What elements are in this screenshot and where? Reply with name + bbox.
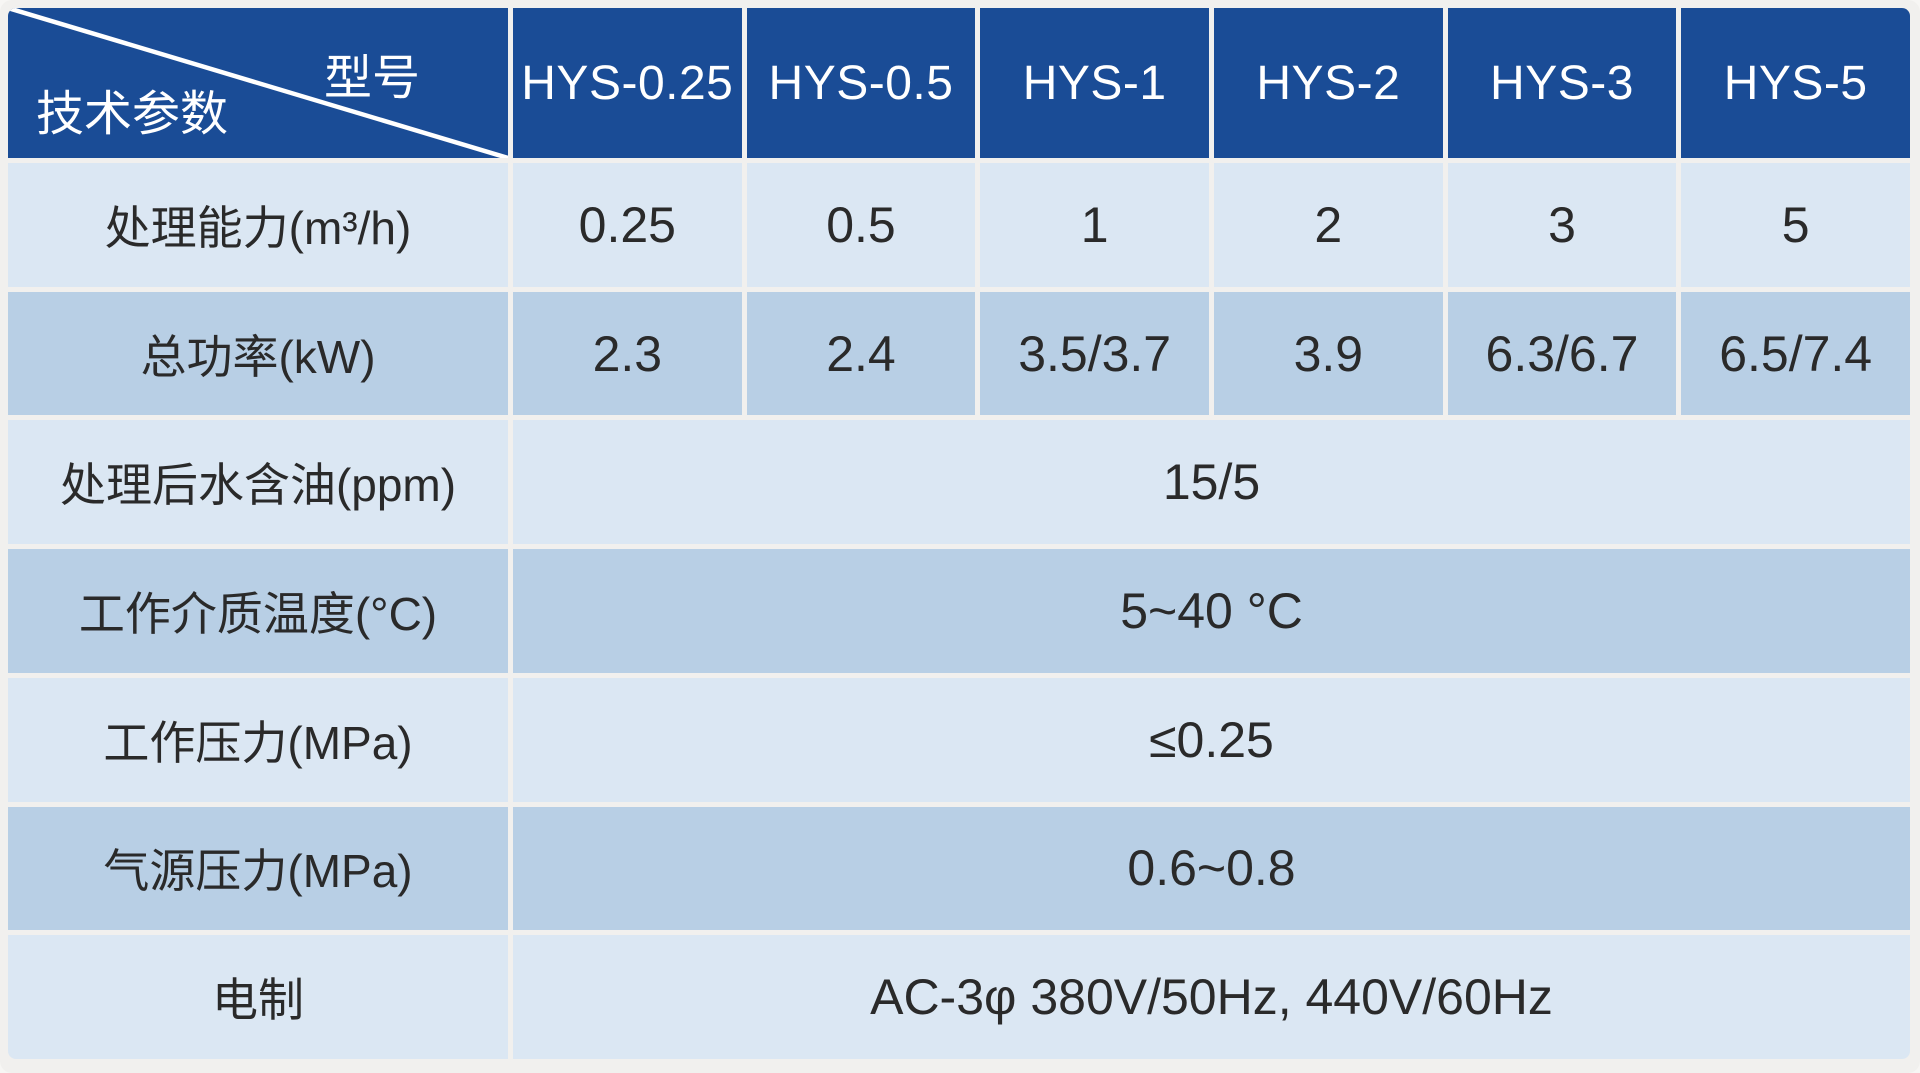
merged-value-cell: AC-3φ 380V/50Hz, 440V/60Hz: [513, 935, 1910, 1059]
merged-value-cell: 0.6~0.8: [513, 806, 1910, 931]
column-header: HYS-0.25: [513, 8, 742, 158]
row-label: 电制: [8, 935, 508, 1059]
column-header: HYS-0.5: [746, 8, 976, 158]
merged-value-cell: 5~40 °C: [513, 549, 1910, 673]
row-label: 处理能力(m³/h): [8, 163, 508, 287]
row-label: 处理后水含油(ppm): [8, 420, 508, 545]
column-header: HYS-1: [980, 8, 1209, 158]
value-cell: 2.4: [746, 291, 976, 416]
value-cell: 3: [1447, 163, 1677, 287]
column-header: HYS-3: [1447, 8, 1677, 158]
value-cell: 6.3/6.7: [1447, 291, 1677, 416]
corner-header-cell: 型号 技术参数: [8, 8, 508, 158]
corner-label-params: 技术参数: [36, 88, 229, 141]
value-cell: 5: [1681, 163, 1910, 287]
corner-label-model: 型号: [323, 52, 420, 105]
value-cell: 0.5: [746, 163, 976, 287]
column-header: HYS-5: [1681, 8, 1910, 158]
row-label: 工作介质温度(°C): [8, 549, 508, 673]
value-cell: 2.3: [513, 291, 742, 416]
value-cell: 3.5/3.7: [980, 291, 1209, 416]
value-cell: 2: [1214, 163, 1443, 287]
value-cell: 6.5/7.4: [1681, 291, 1910, 416]
value-cell: 3.9: [1214, 291, 1443, 416]
row-label: 气源压力(MPa): [8, 806, 508, 931]
value-cell: 0.25: [513, 163, 742, 287]
row-label: 工作压力(MPa): [8, 677, 508, 802]
diagonal-divider: [8, 8, 508, 158]
row-label: 总功率(kW): [8, 291, 508, 416]
merged-value-cell: ≤0.25: [513, 677, 1910, 802]
merged-value-cell: 15/5: [513, 420, 1910, 545]
value-cell: 1: [980, 163, 1209, 287]
column-header: HYS-2: [1214, 8, 1443, 158]
spec-table: 型号 技术参数 HYS-0.25 HYS-0.5 HYS-1 HYS-2 HYS…: [8, 8, 1910, 1059]
